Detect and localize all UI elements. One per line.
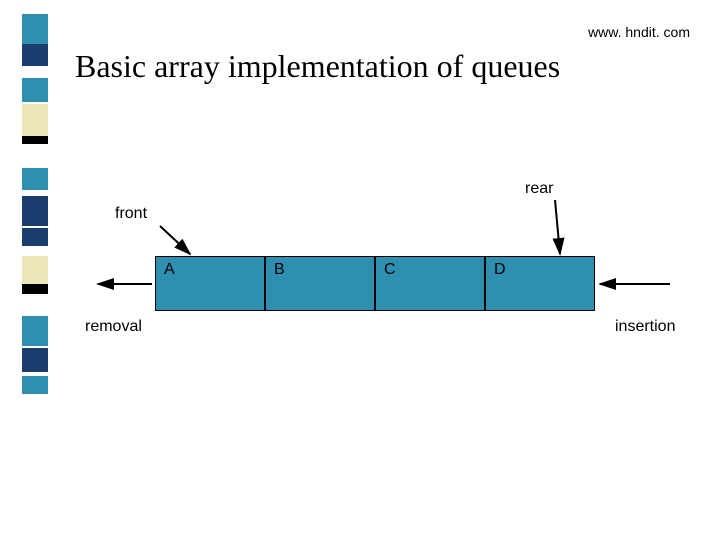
sidebar-block bbox=[22, 316, 48, 346]
slide-title: Basic array implementation of queues bbox=[75, 48, 560, 85]
sidebar-block bbox=[22, 78, 48, 102]
slide-sidebar bbox=[0, 0, 48, 540]
array-cell: B bbox=[265, 256, 375, 311]
rear-label: rear bbox=[525, 180, 553, 198]
front-label: front bbox=[115, 205, 147, 223]
url-text: www. hndit. com bbox=[588, 24, 690, 40]
sidebar-block bbox=[22, 348, 48, 372]
sidebar-block bbox=[22, 256, 48, 284]
removal-label: removal bbox=[85, 318, 142, 336]
array-cell: D bbox=[485, 256, 595, 311]
sidebar-block bbox=[22, 14, 48, 44]
sidebar-block bbox=[22, 136, 48, 144]
sidebar-block bbox=[22, 228, 48, 246]
sidebar-block bbox=[22, 196, 48, 226]
array-cell: C bbox=[375, 256, 485, 311]
rear-arrow bbox=[555, 200, 560, 254]
queue-array: ABCD bbox=[155, 256, 595, 311]
sidebar-block bbox=[22, 104, 48, 136]
array-cell: A bbox=[155, 256, 265, 311]
sidebar-block bbox=[22, 44, 48, 66]
sidebar-block bbox=[22, 284, 48, 294]
sidebar-block bbox=[22, 376, 48, 394]
sidebar-block bbox=[22, 168, 48, 190]
front-arrow bbox=[160, 226, 190, 254]
insertion-label: insertion bbox=[615, 318, 675, 336]
